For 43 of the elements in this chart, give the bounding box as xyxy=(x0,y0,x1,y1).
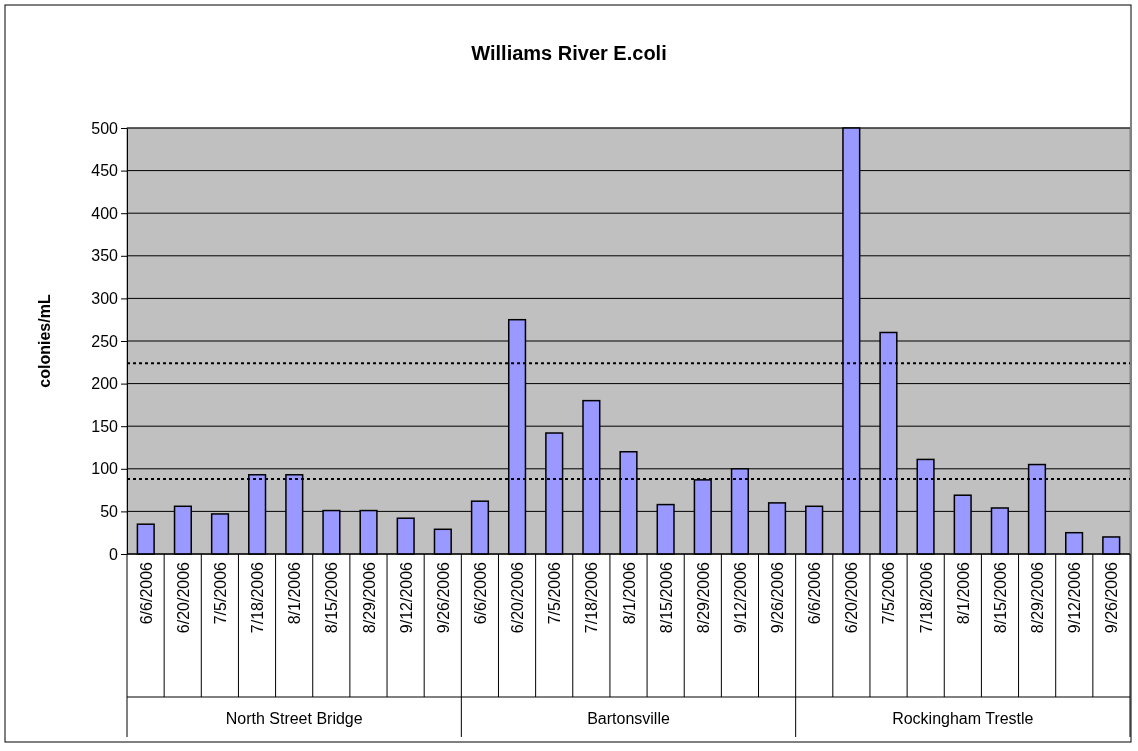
x-tick-label: 8/1/2006 xyxy=(286,561,304,625)
x-tick-label: 9/26/2006 xyxy=(434,561,452,634)
y-tick-label: 0 xyxy=(109,545,119,563)
y-tick-label: 350 xyxy=(91,247,119,265)
y-tick-label: 250 xyxy=(91,332,119,350)
text: Rockingham Trestle xyxy=(892,710,1034,727)
y-tick-label: 400 xyxy=(91,204,119,222)
x-tick-label: 6/20/2006 xyxy=(174,561,192,634)
y-tick-label: 100 xyxy=(91,460,119,478)
text: Bartonsville xyxy=(587,710,670,727)
x-tick-label: 6/6/2006 xyxy=(137,561,155,625)
x-tick-label: 6/20/2006 xyxy=(509,561,527,634)
y-tick-label: 300 xyxy=(91,290,119,308)
x-tick-label: 9/26/2006 xyxy=(769,561,787,634)
x-tick-label: 6/6/2006 xyxy=(806,561,824,625)
x-tick-label: 8/1/2006 xyxy=(954,561,972,625)
x-tick-label: 6/20/2006 xyxy=(843,561,861,634)
y-tick-label: 450 xyxy=(91,162,119,180)
x-tick-label: 8/29/2006 xyxy=(694,561,712,634)
x-tick-label: 8/29/2006 xyxy=(1028,561,1046,634)
x-tick-label: 9/12/2006 xyxy=(397,561,415,634)
x-tick-label: 9/12/2006 xyxy=(1066,561,1084,634)
y-tick-label: 500 xyxy=(91,119,119,137)
x-tick-label: 7/5/2006 xyxy=(212,561,230,625)
x-tick-label: 7/18/2006 xyxy=(583,561,601,634)
x-tick-label: 8/1/2006 xyxy=(620,561,638,625)
x-tick-label: 8/15/2006 xyxy=(991,561,1009,634)
x-tick-label: 7/18/2006 xyxy=(917,561,935,634)
x-tick-label: 9/12/2006 xyxy=(731,561,749,634)
y-tick-label: 200 xyxy=(91,375,119,393)
x-tick-label: 7/5/2006 xyxy=(880,561,898,625)
y-tick-label: 150 xyxy=(91,417,119,435)
x-tick-label: 8/29/2006 xyxy=(360,561,378,634)
chart-title: Williams River E.coli xyxy=(471,42,667,64)
x-tick-label: 7/5/2006 xyxy=(546,561,564,625)
text: North Street Bridge xyxy=(225,710,363,727)
x-tick-label: 6/6/2006 xyxy=(471,561,489,625)
x-tick-label: 9/26/2006 xyxy=(1103,561,1121,634)
x-tick-label: 7/18/2006 xyxy=(249,561,267,634)
y-axis-title: colonies/mL xyxy=(36,294,53,388)
x-tick-label: 8/15/2006 xyxy=(323,561,341,634)
x-tick-label: 8/15/2006 xyxy=(657,561,675,634)
y-tick-label: 50 xyxy=(100,503,119,521)
